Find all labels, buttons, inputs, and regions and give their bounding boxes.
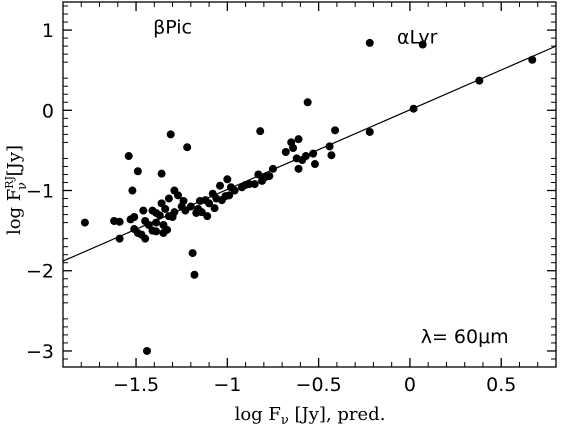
x-tick-label: 0 bbox=[404, 374, 416, 396]
data-point bbox=[303, 98, 312, 107]
data-point bbox=[163, 225, 172, 234]
data-point bbox=[80, 218, 89, 227]
data-point bbox=[268, 164, 277, 173]
data-point bbox=[139, 206, 148, 215]
data-point bbox=[309, 149, 318, 158]
data-point bbox=[186, 202, 195, 211]
data-point bbox=[128, 186, 137, 195]
data-point bbox=[310, 160, 319, 169]
annotations: βPic αLyr λ= 60μm bbox=[153, 16, 509, 348]
data-point bbox=[141, 234, 150, 243]
annotation-label: αLyr bbox=[397, 27, 438, 49]
data-point bbox=[289, 144, 298, 152]
data-point bbox=[327, 151, 336, 160]
data-point bbox=[124, 152, 133, 161]
data-point bbox=[225, 191, 234, 200]
data-point bbox=[223, 175, 232, 184]
data-point bbox=[152, 227, 161, 236]
data-point bbox=[230, 186, 239, 195]
data-point bbox=[475, 76, 484, 85]
data-point bbox=[210, 204, 219, 213]
data-point bbox=[528, 55, 537, 64]
y-tick-label: 1 bbox=[42, 20, 54, 42]
data-point bbox=[250, 180, 259, 189]
y-tick-label: −1 bbox=[26, 181, 54, 203]
data-point bbox=[183, 143, 192, 152]
y-tick-label: −3 bbox=[26, 341, 54, 363]
plot-frame bbox=[62, 1, 557, 368]
data-point bbox=[365, 38, 374, 47]
data-point bbox=[301, 152, 310, 161]
data-point bbox=[115, 234, 124, 243]
plot-area bbox=[62, 1, 557, 368]
data-point bbox=[265, 172, 274, 181]
data-point bbox=[190, 270, 199, 279]
data-point bbox=[254, 170, 263, 179]
data-point bbox=[152, 218, 161, 227]
x-tick-label: −0.5 bbox=[296, 374, 342, 396]
data-point bbox=[157, 169, 166, 178]
data-point bbox=[245, 180, 254, 189]
data-point bbox=[133, 167, 142, 176]
data-point bbox=[281, 148, 290, 157]
data-point bbox=[130, 212, 139, 221]
data-point bbox=[170, 208, 179, 217]
annotation-label: λ= 60μm bbox=[421, 326, 509, 348]
data-point bbox=[197, 208, 206, 217]
x-tick-label: 0.5 bbox=[486, 374, 516, 396]
axis-ticks: −1.5 −1 −0.5 0 0.5 −3 −2 −1 0 1 bbox=[26, 2, 557, 396]
data-points bbox=[80, 38, 537, 355]
y-axis-title: log FRJν [Jy] bbox=[3, 145, 30, 235]
data-point bbox=[174, 191, 183, 200]
data-point bbox=[205, 199, 214, 208]
data-point bbox=[181, 206, 190, 215]
x-tick-label: −1 bbox=[213, 374, 241, 396]
data-point bbox=[325, 142, 334, 151]
data-point bbox=[188, 249, 197, 258]
annotation-label: βPic bbox=[153, 16, 192, 38]
data-point bbox=[256, 127, 265, 136]
data-point bbox=[331, 126, 340, 135]
data-point bbox=[179, 196, 188, 205]
data-point bbox=[142, 346, 151, 355]
data-point bbox=[216, 181, 225, 190]
data-point bbox=[164, 194, 173, 203]
data-point bbox=[418, 40, 427, 49]
data-point bbox=[294, 135, 303, 144]
data-point bbox=[155, 211, 164, 220]
y-tick-label: −2 bbox=[26, 261, 54, 283]
y-tick-label: 0 bbox=[42, 100, 54, 122]
data-point bbox=[365, 127, 374, 136]
x-axis-title: log Fν [Jy], pred. bbox=[235, 404, 386, 428]
data-point bbox=[161, 204, 170, 213]
data-point bbox=[166, 130, 175, 139]
x-tick-label: −1.5 bbox=[113, 374, 159, 396]
data-point bbox=[115, 217, 124, 226]
data-point bbox=[409, 104, 418, 113]
data-point bbox=[294, 164, 303, 173]
data-point bbox=[203, 212, 212, 221]
